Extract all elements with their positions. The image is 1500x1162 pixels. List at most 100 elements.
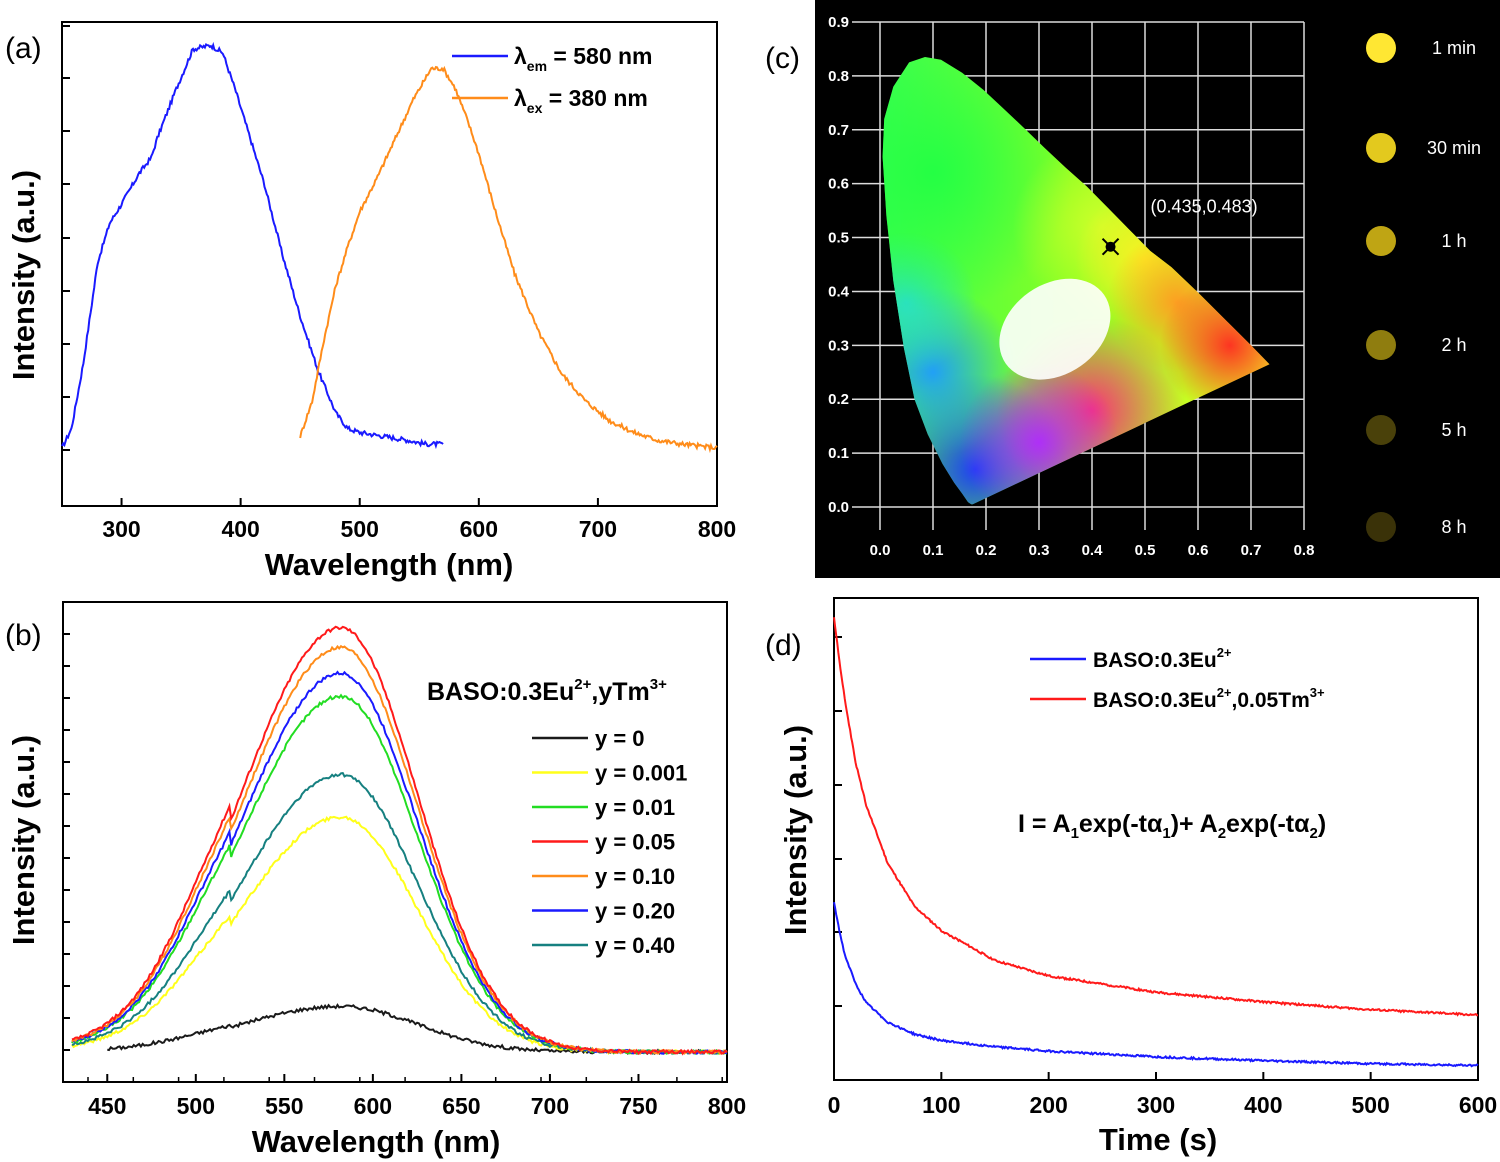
legend-label-b-0: y = 0: [595, 726, 645, 751]
x-axis-label-b: Wavelength (nm): [252, 1124, 501, 1159]
panel-label-d: (d): [765, 629, 802, 662]
cie-x-tick-label: 0.7: [1241, 542, 1262, 559]
axis-ticks-b: 450 500 550 600 650 700 750 800: [63, 633, 746, 1119]
afterglow-time-label: 2 h: [1441, 335, 1466, 355]
series-line-d-1: [833, 617, 1478, 1017]
afterglow-disc: [1366, 512, 1396, 542]
plot-frame-b: [62, 601, 728, 1083]
cie-x-tick-label: 0.5: [1135, 542, 1156, 559]
decay-equation: I = A1exp(-tα1)+ A2exp(-tα2): [1018, 810, 1326, 842]
cie-x-tick-label: 0.3: [1029, 542, 1050, 559]
legend-b: y = 0 y = 0.001 y = 0.01 y = 0.05 y = 0.10 y …: [532, 726, 687, 958]
y-axis-label-a: Intensity (a.u.): [6, 170, 41, 380]
legend-label-b-5: y = 0.20: [595, 899, 675, 924]
cie-y-tick-label: 0.6: [828, 176, 849, 193]
cie-y-tick-label: 0.7: [828, 122, 849, 139]
afterglow-time-label: 1 h: [1441, 231, 1466, 251]
afterglow-disc: [1366, 133, 1396, 163]
series-line-a-0: [61, 41, 444, 450]
x-tick-label-b: 450: [88, 1093, 126, 1119]
legend-d: BASO:0.3Eu2+ BASO:0.3Eu2+,0.05Tm3+: [1030, 645, 1325, 712]
legend-label-b-4: y = 0.10: [595, 864, 675, 889]
cie-y-tick-label: 0.4: [828, 283, 850, 300]
x-tick-label-b: 650: [442, 1093, 480, 1119]
cie-y-tick-label: 0.3: [828, 337, 849, 354]
legend-label-b-3: y = 0.05: [595, 830, 675, 855]
panel-a: (a) 300 400 500 600 700 800 λem = 580 nm λex =…: [5, 21, 736, 582]
x-tick-label-d: 0: [828, 1092, 841, 1118]
cie-x-tick-label: 0.1: [923, 542, 944, 559]
x-tick-label-b: 700: [531, 1093, 569, 1119]
cie-y-tick-label: 0.8: [828, 68, 849, 85]
x-axis-label-d: Time (s): [1099, 1122, 1217, 1157]
x-tick-label-b: 500: [177, 1093, 215, 1119]
afterglow-time-label: 8 h: [1441, 517, 1466, 537]
cie-y-tick-label: 0.1: [828, 445, 849, 462]
afterglow-disc: [1366, 226, 1396, 256]
cie-x-tick-label: 0.6: [1188, 542, 1209, 559]
panel-c: (c) 0.0 0.1 0.2 0.3 0.4 0.5 0.6 0.7 0.8 0.0 0.1 0.2…: [765, 0, 1500, 578]
x-tick-label-a: 400: [221, 516, 259, 542]
afterglow-disc: [1366, 330, 1396, 360]
cie-y-tick-label: 0.9: [828, 14, 849, 31]
panel-b: (b) 450 500 550 600 650 700 750 800 BASO:0.3Eu2…: [5, 601, 746, 1159]
x-axis-label-a: Wavelength (nm): [265, 547, 514, 582]
x-tick-label-d: 600: [1459, 1092, 1497, 1118]
panel-label-b: (b): [5, 619, 42, 652]
series-lines-d: [833, 617, 1479, 1068]
legend-title-b: BASO:0.3Eu2+,yTm3+: [427, 676, 667, 706]
legend-label-d-1: BASO:0.3Eu2+,0.05Tm3+: [1093, 685, 1325, 712]
series-line-b-0: [107, 1003, 728, 1056]
legend-label-b-1: y = 0.001: [595, 761, 687, 786]
cie-y-tick-label: 0.5: [828, 230, 849, 247]
axis-ticks-a: 300 400 500 600 700 800: [62, 25, 736, 542]
plot-frame-a: [61, 21, 718, 507]
series-line-b-3: [71, 625, 728, 1056]
x-tick-label-a: 500: [341, 516, 379, 542]
x-tick-label-d: 400: [1244, 1092, 1282, 1118]
panel-label-c: (c): [765, 42, 800, 75]
x-tick-label-a: 600: [460, 516, 498, 542]
y-axis-label-b: Intensity (a.u.): [6, 735, 41, 945]
x-tick-label-d: 300: [1137, 1092, 1175, 1118]
legend-label-b-2: y = 0.01: [595, 795, 675, 820]
cie-y-tick-label: 0.2: [828, 391, 849, 408]
x-tick-label-d: 200: [1029, 1092, 1067, 1118]
cie-x-tick-label: 0.2: [976, 542, 997, 559]
afterglow-time-label: 1 min: [1432, 38, 1476, 58]
series-line-d-0: [833, 902, 1479, 1068]
x-tick-label-b: 550: [265, 1093, 303, 1119]
y-axis-label-d: Intensity (a.u.): [778, 725, 813, 935]
x-tick-label-a: 300: [102, 516, 140, 542]
afterglow-photos: 1 min 30 min 1 h 2 h 5 h 8 h: [1366, 33, 1481, 542]
legend-label-a-0: λem = 580 nm: [514, 43, 653, 74]
cie-x-tick-label: 0.4: [1082, 542, 1104, 559]
cie-white-point: [999, 278, 1111, 380]
x-tick-label-d: 500: [1351, 1092, 1389, 1118]
chromaticity-coordinate-label: (0.435,0.483): [1151, 197, 1258, 217]
legend-label-d-0: BASO:0.3Eu2+: [1093, 645, 1232, 672]
panel-d: (d) 0 100 200 300 400 500 600 BASO:0.3Eu2+BASO…: [765, 597, 1497, 1157]
x-tick-label-b: 750: [619, 1093, 657, 1119]
cie-x-tick-label: 0.0: [870, 542, 891, 559]
series-lines-a: [61, 41, 718, 454]
series-line-a-1: [299, 65, 718, 454]
series-lines-b: [71, 625, 728, 1056]
afterglow-time-label: 5 h: [1441, 420, 1466, 440]
cie-y-tick-label: 0.0: [828, 499, 849, 516]
legend-a: λem = 580 nm λex = 380 nm: [452, 43, 653, 116]
legend-label-a-1: λex = 380 nm: [514, 85, 648, 116]
panel-label-a: (a): [5, 32, 42, 65]
afterglow-disc: [1366, 33, 1396, 63]
x-tick-label-a: 800: [698, 516, 736, 542]
afterglow-disc: [1366, 415, 1396, 445]
cie-x-tick-label: 0.8: [1294, 542, 1315, 559]
x-tick-label-d: 100: [922, 1092, 960, 1118]
afterglow-time-label: 30 min: [1427, 138, 1481, 158]
axis-ticks-d: 0 100 200 300 400 500 600: [828, 636, 1497, 1118]
x-tick-label-b: 800: [708, 1093, 746, 1119]
chromaticity-point: [1101, 238, 1120, 256]
x-tick-label-b: 600: [354, 1093, 392, 1119]
legend-label-b-6: y = 0.40: [595, 933, 675, 958]
